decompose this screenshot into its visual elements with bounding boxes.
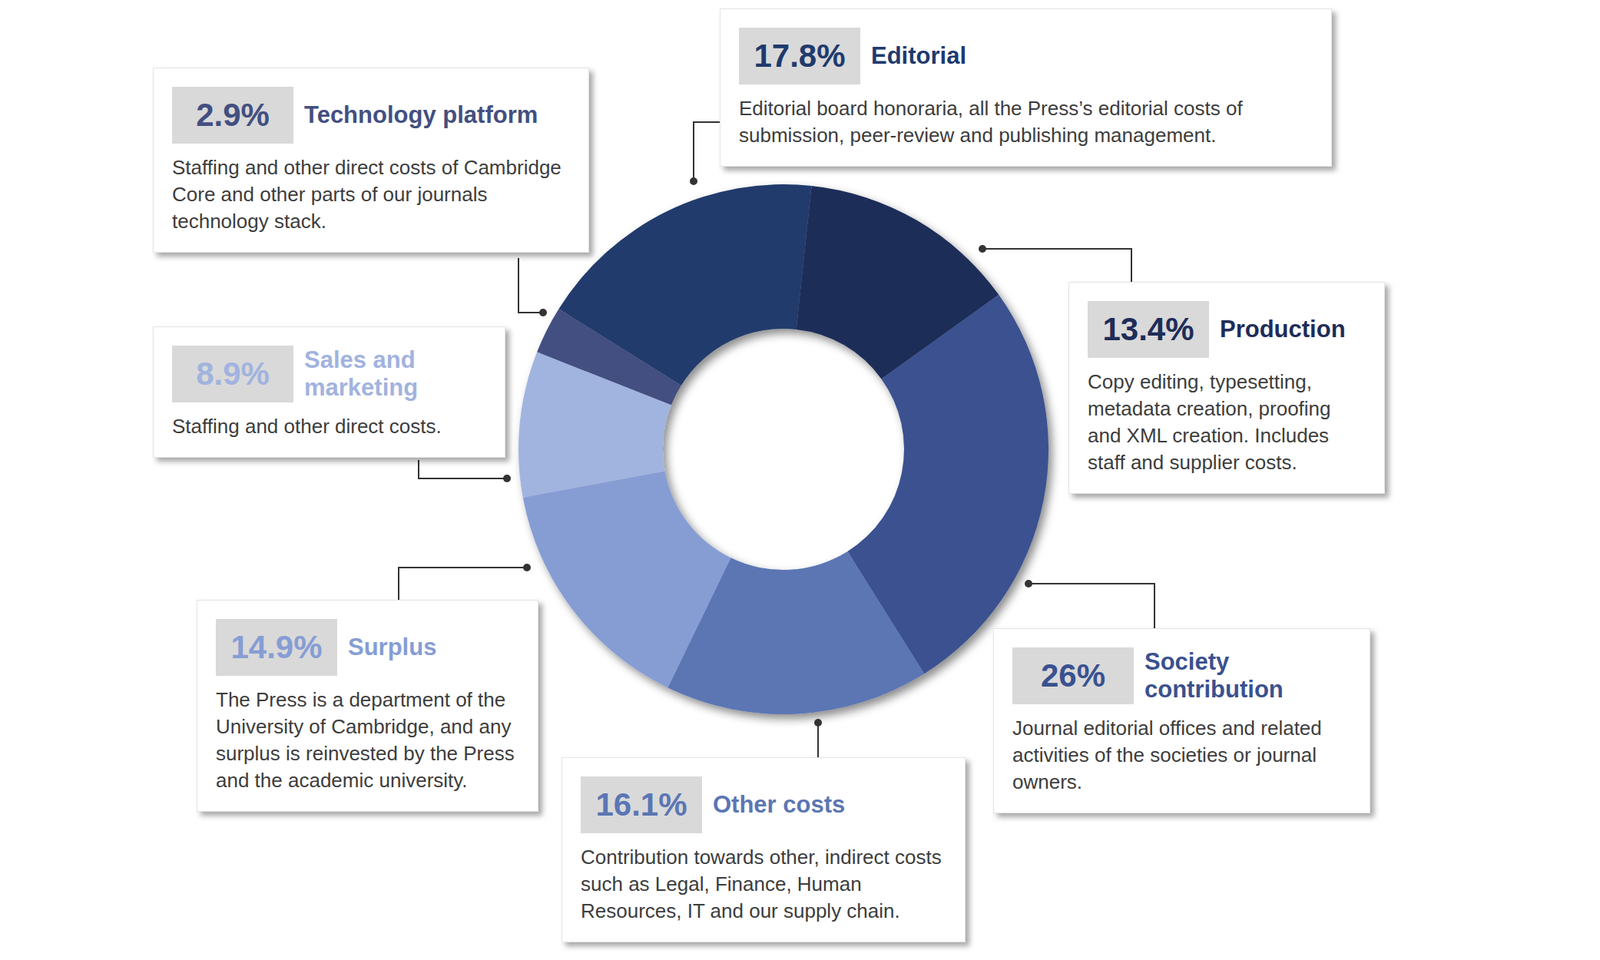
connector-line [518,258,544,313]
connector-line [982,248,1132,282]
callout: 17.8% Editorial Editorial board honoraria,… [719,8,1332,167]
callout-header: 8.9%Sales and marketing [172,345,487,403]
category-label: Technology platform [304,101,538,130]
connector-line [418,460,507,479]
description: Journal editorial offices and related ac… [1012,715,1352,796]
category-label: Production [1219,315,1346,344]
connector-dot [978,245,987,253]
description: Staffing and other direct costs. [172,413,487,441]
description: Staffing and other direct costs of Cambr… [172,154,570,236]
category-label: Other costs [712,791,845,819]
data-label: 2.9% [172,86,294,144]
connector-line [817,722,819,758]
connector-dot [503,474,511,483]
stage: 17.8% Editorial Editorial board honoraria,… [0,0,1600,960]
connector-dot [689,177,698,186]
connector-dot [1024,579,1033,588]
callout: 16.1% Other costs Contribution towards oth… [561,757,966,943]
connector-line [693,122,720,182]
connector-dot [814,718,822,727]
data-label: 13.4% [1087,301,1210,358]
description: Editorial board honoraria, all the Press… [738,95,1313,150]
data-label: 17.8% [738,27,861,85]
data-label: 16.1% [580,776,703,834]
connector-dot [523,563,531,572]
callout-header: 14.9% Surplus [215,619,520,676]
callout: 13.4% Production Copy editing, typesetting… [1068,281,1385,494]
slice [523,471,732,689]
description: The Press is a department of the Univers… [215,686,520,795]
category-label: Editorial [871,42,967,70]
connector-line [1028,583,1155,629]
connector-dot [539,308,547,317]
callout: 14.9% Surplus The Press is a department of… [196,599,539,812]
data-label: 14.9% [215,619,338,676]
callout: 8.9%Sales and marketing Staffing and othe… [152,326,506,458]
description: Contribution towards other, indirect cos… [580,844,947,925]
connector-line [398,567,527,600]
callout-header: 13.4% Production [1087,301,1366,358]
callout-header: 2.9% Technology platform [172,86,570,144]
callout-header: 16.1% Other costs [580,776,947,834]
callout: 2.9% Technology platform Staffing and othe… [152,67,590,253]
description: Copy editing, typesetting, metadata crea… [1087,368,1366,477]
category-label: Sales and marketing [304,346,451,402]
data-label: 26% [1012,647,1134,705]
donut [518,184,1049,715]
callout: 26%Society contribution Journal editorial… [993,628,1371,814]
callout-header: 26%Society contribution [1012,647,1352,705]
callout-header: 17.8% Editorial [738,27,1313,85]
category-label: Surplus [347,633,437,662]
slice [536,308,682,405]
data-label: 8.9% [172,345,294,403]
category-label: Society contribution [1144,648,1322,704]
